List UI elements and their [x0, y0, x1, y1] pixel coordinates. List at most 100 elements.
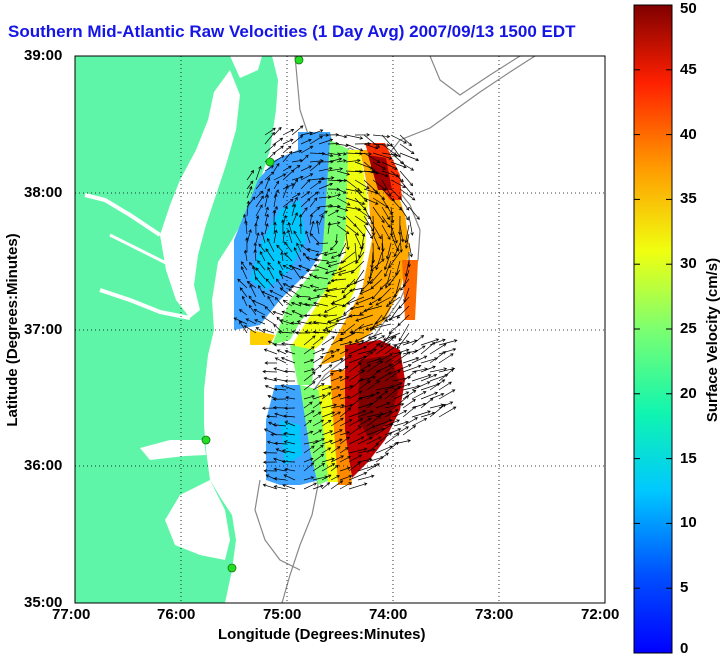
- velocity-vector: [390, 143, 401, 158]
- velocity-vector: [282, 169, 295, 181]
- velocity-vector: [241, 295, 248, 307]
- velocity-vector: [390, 224, 398, 244]
- velocity-vector: [375, 401, 391, 409]
- velocity-vector: [327, 141, 340, 146]
- velocity-vector: [350, 260, 365, 274]
- velocity-vector: [400, 278, 410, 291]
- velocity-vector: [354, 188, 368, 203]
- velocity-vector: [363, 152, 381, 163]
- velocity-vector: [381, 224, 391, 241]
- velocity-vector: [327, 320, 347, 325]
- velocity-vector: [273, 162, 280, 172]
- velocity-vector: [300, 191, 311, 199]
- velocity-vector: [273, 137, 284, 145]
- velocity-vector: [339, 436, 350, 445]
- velocity-vector: [327, 221, 332, 235]
- velocity-vector: [386, 242, 392, 260]
- velocity-vector: [305, 268, 320, 273]
- velocity-vector: [321, 364, 333, 373]
- velocity-vector: [280, 356, 296, 364]
- velocity-vector: [330, 475, 340, 481]
- colorbar-label: Surface Velocity (cm/s): [704, 257, 721, 423]
- velocity-vector: [321, 463, 336, 472]
- velocity-vector: [355, 296, 374, 305]
- velocity-vector: [313, 264, 329, 271]
- velocity-vector: [272, 423, 287, 427]
- velocity-vector: [331, 269, 347, 276]
- velocity-vector: [429, 403, 446, 418]
- velocity-vector: [393, 410, 408, 418]
- velocity-vector: [339, 385, 354, 391]
- velocity-vector: [273, 323, 284, 334]
- velocity-vector: [264, 306, 275, 316]
- velocity-vector: [303, 302, 320, 307]
- velocity-vector: [390, 233, 399, 252]
- velocity-vector: [339, 456, 351, 463]
- velocity-vector: [309, 135, 324, 145]
- velocity-vector: [263, 469, 278, 473]
- velocity-vector: [246, 200, 251, 217]
- velocity-vector: [312, 438, 325, 445]
- velocity-vector: [262, 369, 278, 374]
- velocity-vector: [253, 242, 258, 253]
- colorbar-tick-label: 0: [680, 640, 689, 657]
- velocity-vector: [318, 176, 335, 181]
- velocity-vector: [264, 223, 269, 235]
- velocity-vector: [282, 198, 294, 208]
- velocity-vector: [390, 206, 395, 224]
- velocity-vector: [399, 134, 413, 147]
- velocity-vector: [340, 251, 356, 264]
- velocity-vector: [291, 193, 301, 199]
- velocity-vector: [348, 426, 362, 436]
- velocity-vector: [282, 184, 289, 199]
- velocity-vector: [355, 251, 365, 264]
- velocity-vector: [327, 152, 342, 157]
- velocity-vector: [411, 410, 431, 418]
- velocity-vector: [388, 323, 401, 335]
- velocity-vector: [404, 224, 410, 244]
- velocity-vector: [238, 309, 248, 316]
- velocity-vector: [266, 237, 275, 253]
- velocity-vector: [273, 377, 287, 382]
- velocity-vector: [366, 396, 383, 409]
- velocity-vector: [303, 445, 315, 454]
- velocity-vector: [318, 138, 334, 145]
- velocity-vector: [239, 287, 248, 298]
- velocity-vector: [299, 284, 311, 289]
- velocity-vector: [354, 269, 365, 285]
- velocity-vector: [420, 391, 439, 400]
- velocity-vector: [253, 308, 266, 316]
- velocity-vector: [275, 448, 287, 454]
- velocity-vector: [329, 242, 338, 251]
- velocity-vector: [339, 419, 353, 427]
- velocity-vector: [269, 289, 284, 298]
- velocity-vector: [339, 482, 352, 490]
- velocity-vector: [381, 206, 390, 221]
- velocity-vector: [288, 288, 302, 298]
- velocity-vector: [245, 318, 257, 325]
- y-tick-label: 36:00: [24, 457, 63, 474]
- velocity-vector: [303, 401, 313, 409]
- velocity-vector: [330, 386, 341, 391]
- x-tick-label: 76:00: [157, 606, 196, 623]
- velocity-vector: [309, 180, 322, 190]
- velocity-vector: [381, 152, 399, 158]
- velocity-vector: [354, 161, 374, 170]
- velocity-vector: [357, 348, 377, 355]
- velocity-vector: [277, 260, 284, 271]
- velocity-vector: [262, 483, 278, 490]
- velocity-vector: [349, 287, 365, 293]
- x-tick-label: 77:00: [52, 606, 91, 623]
- plot-frame: [74, 55, 606, 604]
- velocity-vector: [312, 453, 325, 463]
- velocity-vector: [290, 284, 302, 289]
- velocity-vector: [321, 336, 335, 346]
- velocity-vector: [321, 403, 338, 409]
- velocity-vector: [284, 349, 296, 355]
- velocity-vector: [313, 301, 329, 307]
- velocity-vector: [438, 401, 454, 409]
- velocity-vector: [282, 299, 293, 307]
- velocity-vector: [318, 167, 333, 172]
- velocity-vector: [420, 365, 436, 373]
